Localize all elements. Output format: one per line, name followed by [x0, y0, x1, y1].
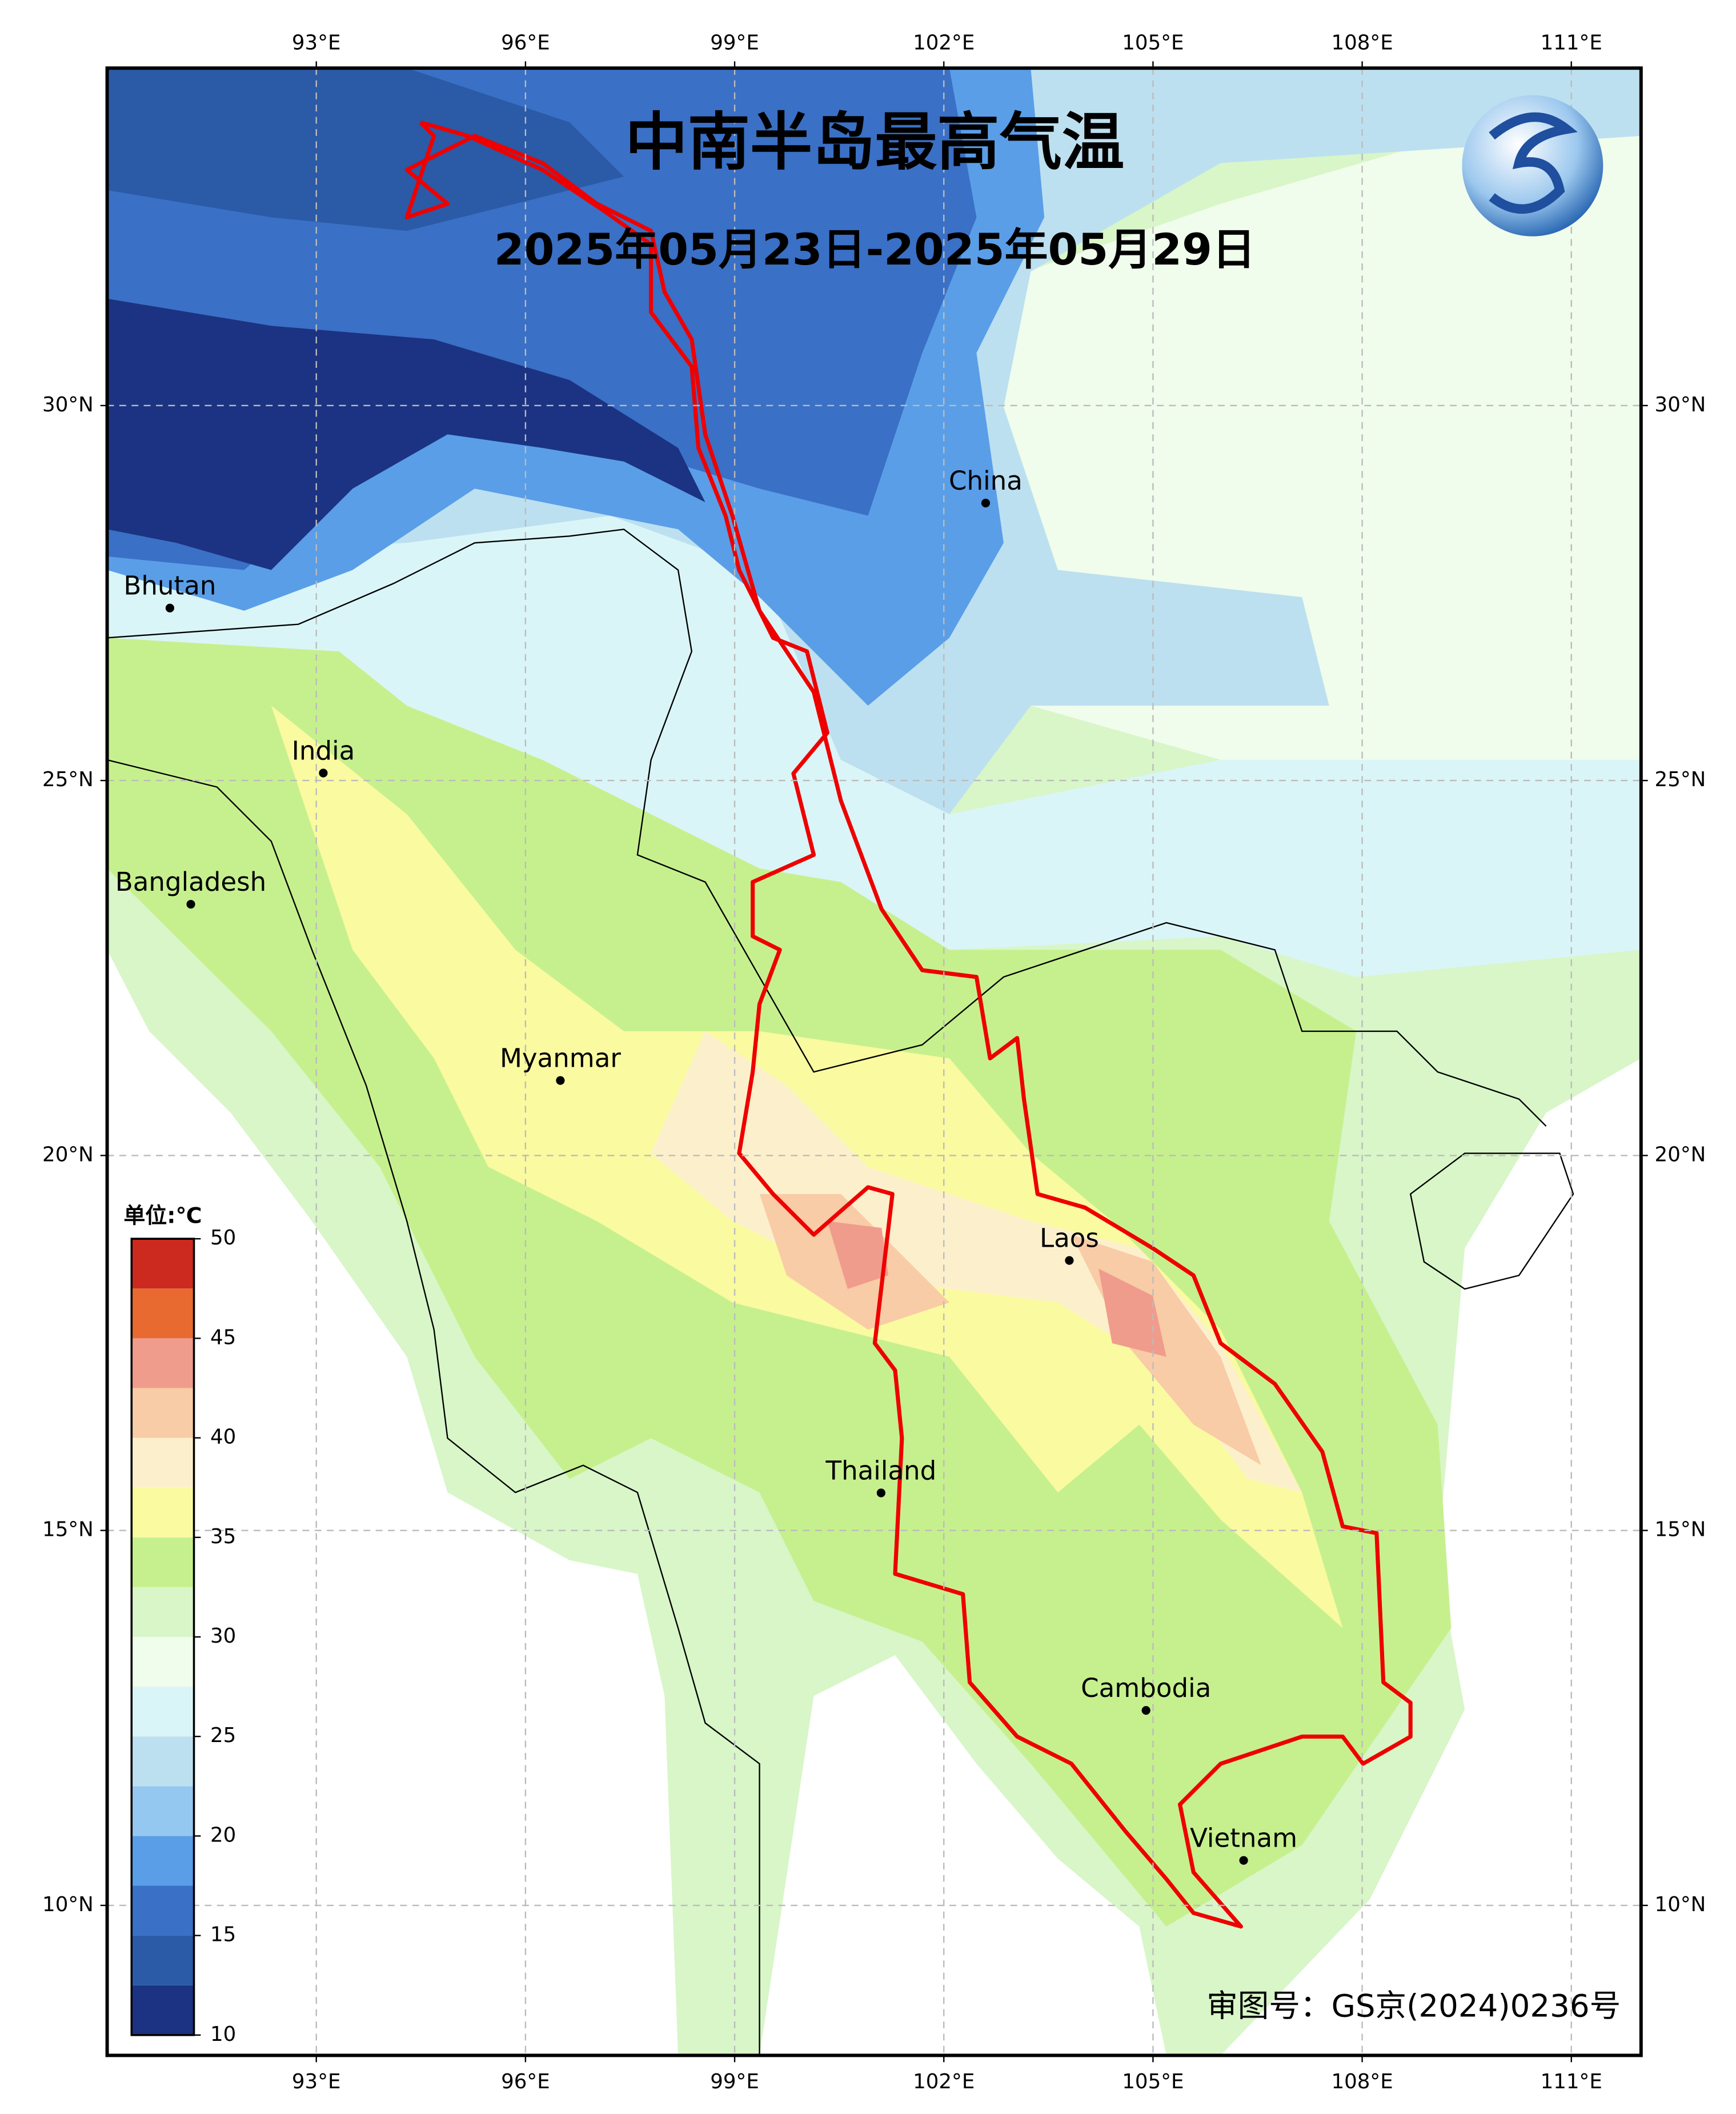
- colorbar-segment: [131, 1885, 194, 1936]
- y-tick-label: 20°N: [1655, 1143, 1706, 1166]
- x-tick-label: 111°E: [1541, 2070, 1602, 2093]
- place-label: Cambodia: [1081, 1673, 1211, 1703]
- colorbar-segment: [131, 1736, 194, 1787]
- colorbar-segment: [131, 1836, 194, 1886]
- y-tick-label: 15°N: [42, 1518, 94, 1542]
- temperature-field: [107, 68, 1641, 2056]
- place-label: Laos: [1040, 1223, 1099, 1254]
- x-tick-label: 99°E: [710, 2070, 759, 2093]
- y-tick-label: 30°N: [1655, 393, 1706, 417]
- x-tick-label: 93°E: [292, 31, 341, 54]
- x-tick-label: 102°E: [913, 31, 975, 54]
- y-tick-label: 30°N: [42, 393, 94, 417]
- map-title: 中南半岛最高气温: [626, 106, 1125, 179]
- place-marker: [1141, 1706, 1150, 1715]
- place-label: Bangladesh: [115, 867, 266, 897]
- colorbar-tick-label: 35: [210, 1525, 236, 1548]
- x-tick-label: 108°E: [1331, 31, 1393, 54]
- colorbar-segment: [131, 1786, 194, 1836]
- place-marker: [319, 768, 328, 778]
- x-tick-label: 105°E: [1122, 31, 1184, 54]
- colorbar-tick-label: 45: [210, 1326, 236, 1349]
- x-tick-label: 111°E: [1541, 31, 1602, 54]
- colorbar-tick-label: 10: [210, 2023, 236, 2046]
- colorbar-segment: [131, 1239, 194, 1289]
- place-marker: [981, 498, 991, 508]
- y-tick-label: 25°N: [42, 768, 94, 791]
- place-label: Myanmar: [500, 1043, 621, 1074]
- colorbar-segment: [131, 1687, 194, 1737]
- y-tick-label: 10°N: [1655, 1893, 1706, 1916]
- colorbar-title: 单位:℃: [123, 1203, 202, 1228]
- place-label: Bhutan: [123, 571, 216, 601]
- colorbar-segment: [131, 1537, 194, 1587]
- place-marker: [165, 603, 175, 612]
- y-tick-label: 25°N: [1655, 768, 1706, 791]
- x-tick-label: 96°E: [501, 31, 550, 54]
- x-tick-label: 102°E: [913, 2070, 975, 2093]
- colorbar-tick-label: 50: [210, 1226, 236, 1250]
- place-marker: [186, 900, 195, 909]
- colorbar-segment: [131, 1438, 194, 1488]
- place-label: Thailand: [825, 1455, 937, 1486]
- place-marker: [556, 1076, 565, 1085]
- colorbar-segment: [131, 1388, 194, 1438]
- logo-mark: [1489, 112, 1578, 214]
- place-marker: [1239, 1856, 1248, 1865]
- colorbar-segment: [131, 1636, 194, 1687]
- colorbar-tick-label: 25: [210, 1724, 236, 1747]
- y-tick-label: 20°N: [42, 1143, 94, 1166]
- x-tick-label: 99°E: [710, 31, 759, 54]
- colorbar-segment: [131, 1338, 194, 1388]
- x-tick-label: 108°E: [1331, 2070, 1393, 2093]
- y-tick-label: 15°N: [1655, 1518, 1706, 1542]
- colorbar-segment: [131, 1935, 194, 1985]
- colorbar-tick-label: 15: [210, 1923, 236, 1947]
- map-frame: [105, 66, 1643, 2057]
- map-subtitle: 2025年05月23日-2025年05月29日: [494, 224, 1256, 275]
- colorbar-tick-label: 30: [210, 1624, 236, 1648]
- place-label: China: [949, 466, 1023, 496]
- colorbar-tick-label: 20: [210, 1823, 236, 1847]
- place-marker: [876, 1488, 885, 1498]
- x-tick-label: 96°E: [501, 2070, 550, 2093]
- place-label: Vietnam: [1190, 1823, 1297, 1853]
- graticule: [107, 68, 1641, 2056]
- colorbar-segment: [131, 1487, 194, 1538]
- place-marker: [1065, 1256, 1074, 1265]
- x-tick-label: 105°E: [1122, 2070, 1184, 2093]
- colorbar-segment: [131, 1985, 194, 2035]
- colorbar-tick-label: 40: [210, 1426, 236, 1449]
- x-tick-label: 93°E: [292, 2070, 341, 2093]
- approval-number: 审图号：GS京(2024)0236号: [1206, 1987, 1621, 2024]
- place-label: India: [292, 735, 355, 766]
- colorbar-segment: [131, 1288, 194, 1339]
- colorbar-segment: [131, 1587, 194, 1637]
- y-tick-label: 10°N: [42, 1893, 94, 1916]
